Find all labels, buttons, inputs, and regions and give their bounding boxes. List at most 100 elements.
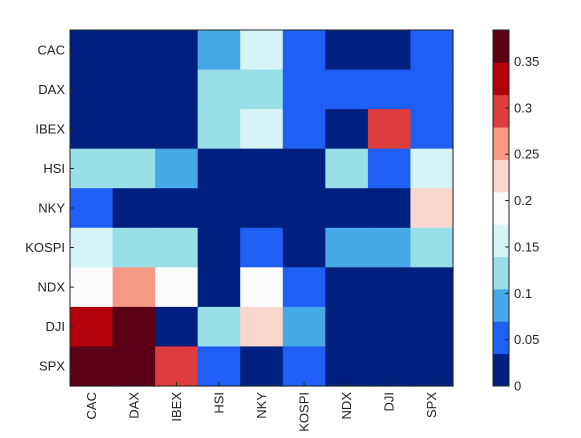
heatmap-cell [367, 148, 412, 189]
heatmap-cell [70, 148, 114, 189]
colorbar-tick-label: 0.05 [514, 332, 539, 347]
heatmap-cell [410, 188, 454, 229]
heatmap-cell [282, 30, 326, 71]
colorbar-tick-label: 0.3 [514, 100, 532, 115]
heatmap-cell [282, 69, 326, 110]
colorbar-segment [493, 159, 509, 193]
row-label: HSI [43, 161, 65, 176]
heatmap-cell [367, 306, 412, 348]
heatmap-cell [155, 306, 199, 348]
heatmap-cell [325, 227, 369, 268]
colorbar-tick-label: 0.1 [514, 286, 532, 301]
heatmap-cell [410, 346, 454, 387]
heatmap-cell [367, 30, 412, 71]
heatmap-cell [282, 148, 326, 189]
heatmap-cell [197, 227, 241, 268]
heatmap-cell [70, 267, 114, 308]
heatmap-cell [410, 30, 454, 71]
column-label: DAX [126, 392, 141, 419]
heatmap-cell [112, 346, 156, 387]
colorbar-segment [493, 94, 509, 128]
heatmap-cell [70, 188, 114, 229]
column-label: CAC [84, 392, 99, 419]
heatmap-cell [410, 148, 454, 189]
row-label: DAX [38, 82, 65, 97]
heatmap-cells [70, 30, 454, 387]
row-label: CAC [38, 42, 65, 57]
row-label: NKY [38, 201, 65, 216]
heatmap-cell [325, 306, 369, 348]
heatmap-cell [112, 188, 156, 229]
heatmap-cell [282, 109, 326, 150]
colorbar-frame [492, 29, 510, 387]
heatmap-cell [240, 306, 284, 348]
colorbar-tick-label: 0 [514, 379, 521, 394]
heatmap-cell [70, 30, 114, 71]
heatmap-cell [410, 227, 454, 268]
heatmap-cell [197, 109, 241, 150]
heatmap-cell [112, 30, 156, 71]
column-label: KOSPI [297, 392, 312, 432]
row-label: NDX [38, 280, 66, 295]
row-label: IBEX [35, 121, 65, 136]
heatmap-cell [410, 69, 454, 110]
heatmap-cell [155, 227, 199, 268]
column-label: DJI [382, 392, 397, 412]
heatmap-cell [325, 30, 369, 71]
heatmap-cell [240, 267, 284, 308]
heatmap-cell [112, 109, 156, 150]
heatmap-cell [282, 346, 326, 387]
colorbar-segment [493, 127, 509, 160]
heatmap-cell [240, 30, 284, 71]
heatmap-cell [367, 188, 412, 229]
heatmap-cell [112, 69, 156, 110]
heatmap-cell [155, 267, 199, 308]
heatmap-cell [240, 346, 284, 387]
heatmap-cell [367, 346, 412, 387]
heatmap-cell [155, 346, 199, 387]
heatmap-cell [112, 306, 156, 348]
colorbar-segment [493, 224, 509, 258]
heatmap-cell [282, 188, 326, 229]
colorbar-segment [493, 30, 509, 63]
heatmap-cell [325, 69, 369, 110]
row-labels: CAC DAX IBEX HSI NKY KOSPI NDX DJI SPX [25, 42, 74, 374]
heatmap-cell [197, 267, 241, 308]
heatmap-cell [325, 188, 369, 229]
heatmap-cell [70, 109, 114, 150]
heatmap-cell [240, 188, 284, 229]
heatmap-cell [112, 227, 156, 268]
heatmap-cell [410, 267, 454, 308]
colorbar-segment [493, 321, 509, 355]
colorbar-segment [493, 256, 509, 290]
heatmap-cell [282, 267, 326, 308]
row-label: KOSPI [25, 240, 65, 255]
heatmap-cell [367, 227, 412, 268]
heatmap-cell [367, 69, 412, 110]
heatmap-cell [197, 148, 241, 189]
heatmap-cell [410, 306, 454, 348]
column-label: NDX [339, 392, 354, 420]
heatmap-cell [282, 306, 326, 348]
heatmap-cell [70, 306, 114, 348]
heatmap-cell [197, 188, 241, 229]
row-label: SPX [39, 359, 65, 374]
heatmap-cell [112, 148, 156, 189]
row-label: DJI [46, 319, 66, 334]
colorbar-tick-label: 0.25 [514, 147, 539, 162]
heatmap-cell [112, 267, 156, 308]
heatmap-cell [410, 109, 454, 150]
heatmap-cell [240, 148, 284, 189]
column-label: SPX [424, 392, 439, 418]
colorbar: 0 0.05 0.1 0.15 0.2 0.25 0.3 0.35 [492, 29, 539, 394]
colorbar-tick-label: 0.15 [514, 239, 539, 254]
heatmap-cell [240, 109, 284, 150]
heatmap-cell [325, 346, 369, 387]
heatmap-cell [70, 346, 114, 387]
heatmap-cell [197, 30, 241, 71]
heatmap-cell [70, 69, 114, 110]
colorbar-segment [493, 288, 509, 322]
heatmap-cell [367, 109, 412, 150]
heatmap-cell [155, 188, 199, 229]
